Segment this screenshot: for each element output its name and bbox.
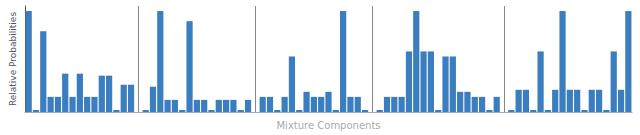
svg-text:Relative Probabilities: Relative Probabilities	[8, 12, 18, 106]
svg-text:Mixture Components: Mixture Components	[276, 120, 380, 131]
